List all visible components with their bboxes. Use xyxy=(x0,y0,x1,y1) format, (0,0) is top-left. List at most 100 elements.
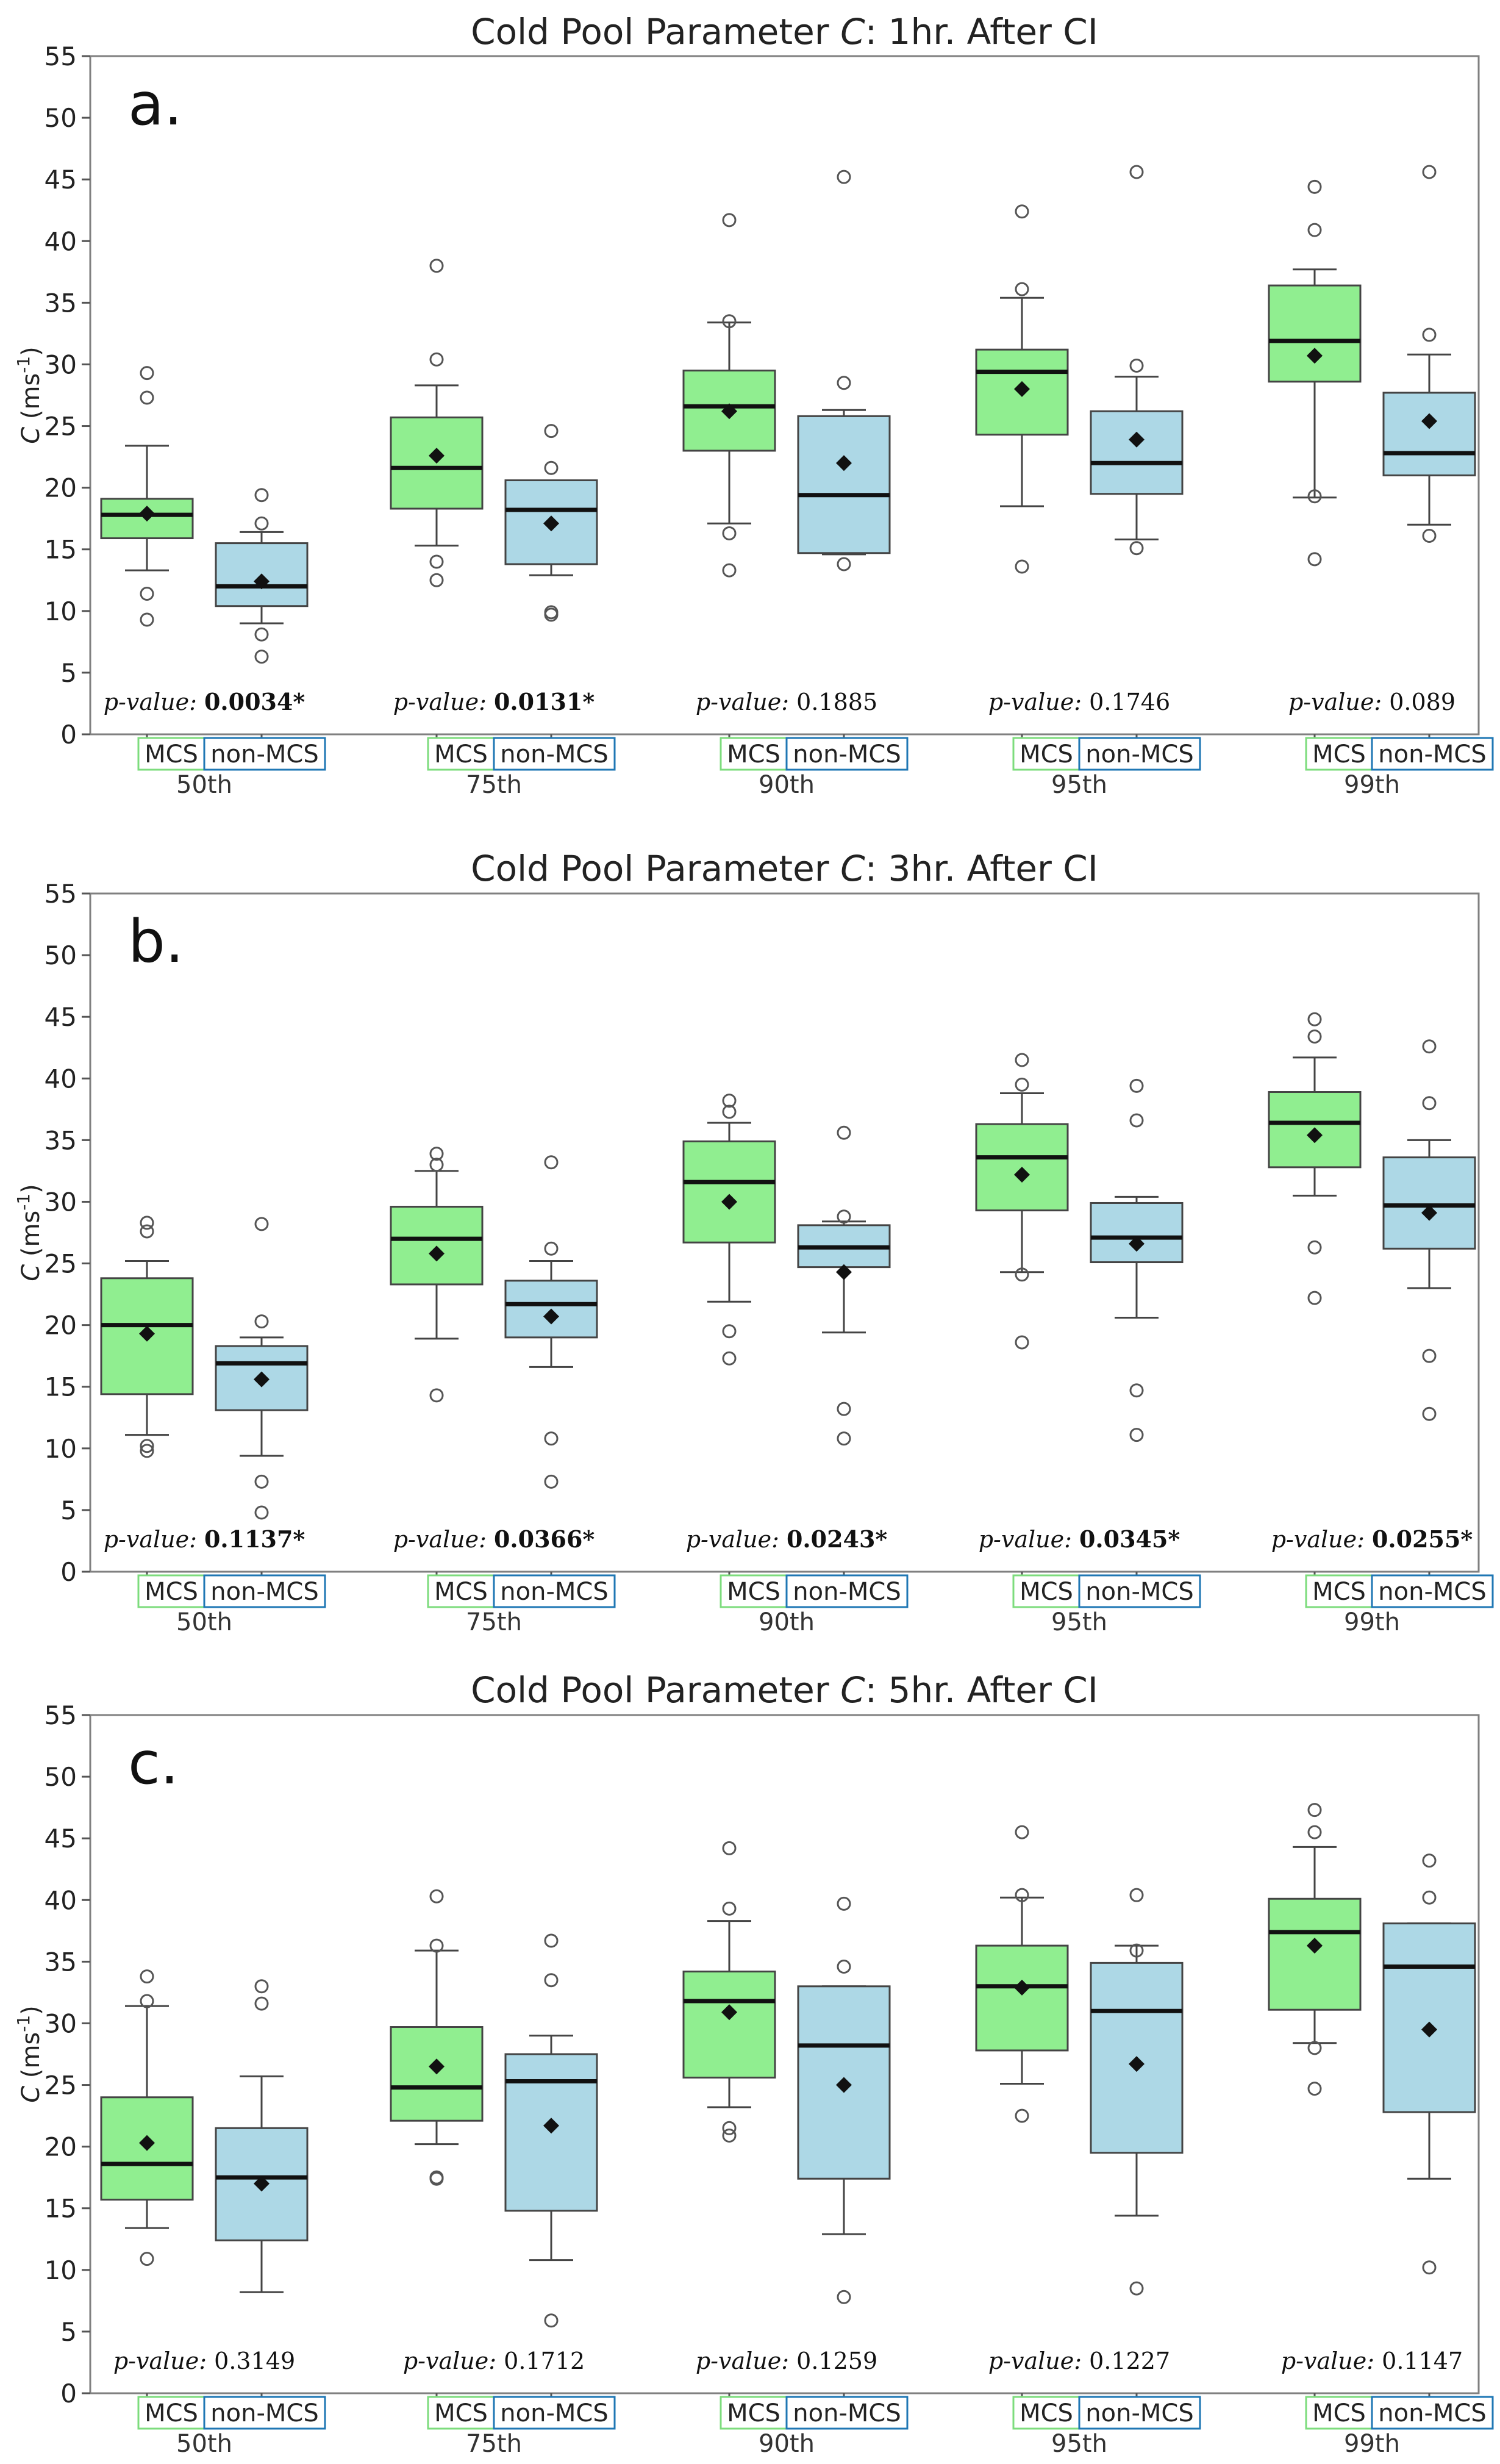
mcs-label: MCS xyxy=(727,2399,780,2427)
title-variable: C xyxy=(840,11,865,52)
mean-marker xyxy=(1129,431,1145,448)
y-tick-label: 25 xyxy=(45,1249,77,1279)
p-value-label: p-value: xyxy=(988,689,1089,715)
outlier-point xyxy=(544,424,559,439)
iqr-box xyxy=(1382,1156,1476,1250)
y-tick-label: 45 xyxy=(45,1002,77,1032)
outlier-point xyxy=(722,2121,737,2135)
outlier-point xyxy=(837,1959,851,1974)
box-95th-mcs xyxy=(975,204,1069,574)
mean-marker xyxy=(1129,2056,1145,2072)
title-prefix: Cold Pool Parameter xyxy=(471,1669,840,1711)
outlier-point xyxy=(1307,1012,1322,1026)
outlier-point xyxy=(140,366,154,381)
non-mcs-label: non-MCS xyxy=(210,740,318,768)
mcs-label: MCS xyxy=(1020,1578,1073,1606)
mcs-label-box xyxy=(720,1574,788,1608)
mcs-label-box xyxy=(1305,1574,1373,1608)
non-mcs-label: non-MCS xyxy=(1085,740,1193,768)
non-mcs-label: non-MCS xyxy=(210,1578,318,1606)
non-mcs-label-box xyxy=(1078,1574,1201,1608)
p-value-number: 0.1712 xyxy=(504,2348,585,2374)
mean-marker xyxy=(1421,2021,1437,2038)
mean-marker xyxy=(1421,413,1437,429)
mean-marker xyxy=(836,2077,852,2093)
p-value-text: p-value: 0.3149 xyxy=(113,2348,295,2374)
mean-marker xyxy=(254,573,270,590)
p-value-label: p-value: xyxy=(988,2348,1089,2374)
outlier-point xyxy=(254,627,269,642)
outlier-point xyxy=(140,1969,154,1984)
outlier-point xyxy=(1307,1030,1322,1044)
y-tick-label: 40 xyxy=(45,1885,77,1915)
outlier-point xyxy=(1422,1039,1437,1054)
y-tick-label: 10 xyxy=(45,2255,77,2285)
outlier-point xyxy=(429,1158,444,1172)
outlier-point xyxy=(1015,1335,1029,1350)
outlier-point xyxy=(1015,282,1029,296)
outlier-point xyxy=(254,1474,269,1489)
y-label-exponent: -1 xyxy=(13,1194,34,1211)
iqr-box xyxy=(1268,1897,1362,2011)
box-99th-mcs xyxy=(1268,179,1362,567)
title-prefix: Cold Pool Parameter xyxy=(471,11,840,52)
p-value-text: p-value: 0.1259 xyxy=(696,2348,877,2374)
p-value-number: 0.0034* xyxy=(204,688,305,715)
outlier-point xyxy=(254,1996,269,2011)
category-label: 99th xyxy=(1344,2430,1400,2458)
y-label-units: (ms xyxy=(17,373,45,427)
iqr-box xyxy=(1382,1922,1476,2113)
y-tick-label: 50 xyxy=(45,1762,77,1792)
mcs-label: MCS xyxy=(1312,1578,1366,1606)
non-mcs-label-box xyxy=(493,737,616,771)
p-value-number: 0.1746 xyxy=(1089,689,1170,715)
p-value-number: 0.0366* xyxy=(494,1525,595,1553)
outlier-point xyxy=(1307,1240,1322,1255)
y-tick-label: 35 xyxy=(45,1947,77,1977)
p-value-label: p-value: xyxy=(1271,1526,1372,1553)
outlier-point xyxy=(837,557,851,571)
outlier-point xyxy=(254,1217,269,1231)
p-value-label: p-value: xyxy=(979,1526,1079,1553)
mcs-label: MCS xyxy=(434,2399,488,2427)
mean-marker xyxy=(721,2004,737,2021)
outlier-point xyxy=(1129,1078,1144,1093)
p-value-number: 0.1147 xyxy=(1382,2348,1463,2374)
non-mcs-label: non-MCS xyxy=(1378,1578,1486,1606)
mcs-label: MCS xyxy=(434,740,488,768)
box-50th-non-mcs xyxy=(215,1979,309,2293)
y-tick-label: 15 xyxy=(45,535,77,565)
mean-marker xyxy=(1014,1166,1030,1183)
title-prefix: Cold Pool Parameter xyxy=(471,848,840,889)
outlier-point xyxy=(1015,559,1029,574)
y-tick-label: 20 xyxy=(45,1311,77,1341)
p-value-number: 0.1227 xyxy=(1089,2348,1170,2374)
box-50th-mcs xyxy=(100,366,194,627)
y-tick-label: 30 xyxy=(45,349,77,379)
mcs-label: MCS xyxy=(145,1578,198,1606)
y-tick-label: 40 xyxy=(45,226,77,256)
p-value-label: p-value: xyxy=(1288,689,1389,715)
y-tick-label: 55 xyxy=(45,41,77,71)
outlier-point xyxy=(429,573,444,587)
p-value-text: p-value: 0.1885 xyxy=(696,689,877,715)
y-label-units: (ms xyxy=(17,1211,45,1264)
non-mcs-label-box xyxy=(1371,1574,1494,1608)
category-label: 75th xyxy=(466,1608,522,1636)
mean-marker xyxy=(721,403,737,420)
p-value-text: p-value: 0.0131* xyxy=(393,688,595,715)
category-label: 90th xyxy=(759,1608,815,1636)
non-mcs-label: non-MCS xyxy=(1378,2399,1486,2427)
y-tick-label: 0 xyxy=(60,1557,77,1587)
outlier-point xyxy=(140,1216,154,1230)
outlier-point xyxy=(837,1209,851,1224)
outlier-point xyxy=(429,554,444,569)
p-value-text: p-value: 0.1746 xyxy=(988,689,1170,715)
p-value-text: p-value: 0.0255* xyxy=(1271,1525,1473,1553)
category-label: 95th xyxy=(1051,771,1107,799)
outlier-point xyxy=(429,1889,444,1904)
y-tick-label: 30 xyxy=(45,1187,77,1217)
outlier-point xyxy=(722,213,737,227)
chart-title: Cold Pool Parameter C: 5hr. After CI xyxy=(471,1669,1098,1711)
